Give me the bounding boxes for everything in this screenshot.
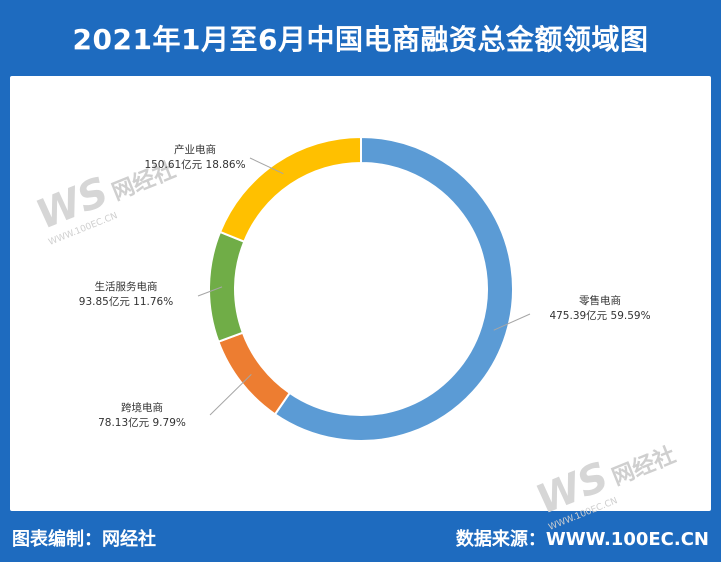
- leader-line-1: [493, 313, 531, 331]
- chart-panel: WS 网经社 WWW.100EC.CN WS 网经社 WWW.100EC.CN …: [10, 76, 711, 533]
- leader-line-3: [197, 286, 223, 297]
- leader-line-4: [249, 157, 284, 175]
- footer-bar: 图表编制：网经社 数据来源：WWW.100EC.CN: [0, 511, 721, 562]
- slice-label-name-2: 跨境电商: [121, 401, 163, 414]
- footer-credit: 图表编制：网经社: [12, 529, 156, 550]
- footer-source: 数据来源：WWW.100EC.CN: [455, 529, 709, 550]
- header-bar: 2021年1月至6月中国电商融资总金额领域图: [0, 0, 721, 76]
- leader-line-2: [209, 374, 252, 416]
- donut-slices: [208, 135, 514, 442]
- chart-title: 2021年1月至6月中国电商融资总金额领域图: [72, 23, 649, 56]
- slice-label-name-4: 产业电商: [174, 143, 216, 156]
- donut-chart: 零售电商 475.39亿元 59.59% 跨境电商 78.13亿元 9.79% 生活服务…: [79, 135, 651, 442]
- slice-label-value-2: 78.13亿元 9.79%: [98, 416, 186, 429]
- donut-slice-4: [218, 135, 362, 243]
- donut-slice-1: [273, 135, 514, 442]
- donut-slice-3: [208, 230, 246, 343]
- slice-label-name-3: 生活服务电商: [95, 280, 158, 293]
- slice-label-value-4: 150.61亿元 18.86%: [144, 158, 245, 171]
- slice-label-value-1: 475.39亿元 59.59%: [549, 309, 650, 322]
- leader-lines: [197, 157, 531, 416]
- slice-labels: 零售电商 475.39亿元 59.59% 跨境电商 78.13亿元 9.79% 生活服务…: [79, 143, 651, 429]
- slice-label-name-1: 零售电商: [579, 294, 621, 307]
- slice-label-value-3: 93.85亿元 11.76%: [79, 295, 173, 308]
- donut-slice-2: [217, 331, 292, 416]
